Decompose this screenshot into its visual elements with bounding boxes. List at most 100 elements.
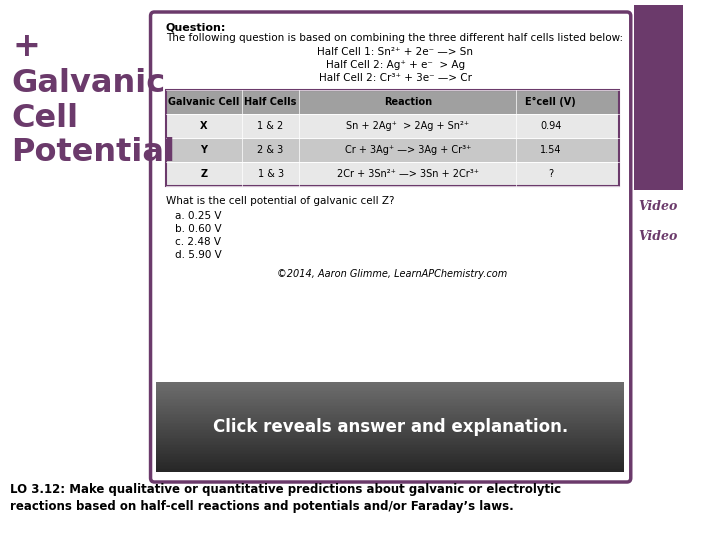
Text: Video: Video [639, 200, 678, 213]
Bar [166, 90, 619, 114]
Text: 1 & 2: 1 & 2 [258, 121, 284, 131]
Bar [156, 397, 624, 399]
Bar [156, 399, 624, 400]
Bar [156, 463, 624, 464]
Text: 2 & 3: 2 & 3 [258, 145, 284, 155]
FancyBboxPatch shape [150, 12, 631, 482]
Bar [166, 162, 619, 186]
Text: Cr + 3Ag⁺ —> 3Ag + Cr³⁺: Cr + 3Ag⁺ —> 3Ag + Cr³⁺ [345, 145, 471, 155]
Bar [156, 400, 624, 402]
Bar [156, 382, 624, 383]
Bar [156, 436, 624, 437]
Text: Galvanic
Cell
Potential: Galvanic Cell Potential [12, 68, 176, 168]
Text: 0.94: 0.94 [540, 121, 562, 131]
Text: d. 5.90 V: d. 5.90 V [175, 250, 222, 260]
Bar [166, 90, 619, 186]
Text: Click reveals answer and explanation.: Click reveals answer and explanation. [212, 418, 568, 436]
Bar [156, 466, 624, 468]
Bar [156, 456, 624, 457]
Bar [166, 138, 619, 162]
Bar [156, 448, 624, 449]
Bar [156, 454, 624, 456]
Bar [156, 408, 624, 409]
Bar [156, 383, 624, 385]
Text: Z: Z [200, 169, 207, 179]
Text: The following question is based on combining the three different half cells list: The following question is based on combi… [166, 33, 623, 43]
Bar [156, 441, 624, 442]
Bar [156, 416, 624, 418]
Bar [156, 437, 624, 439]
Text: E°cell (V): E°cell (V) [526, 97, 576, 107]
Bar [156, 403, 624, 404]
Bar [156, 470, 624, 472]
Bar [156, 451, 624, 453]
Bar [156, 462, 624, 463]
Bar [156, 435, 624, 436]
Bar [634, 5, 683, 190]
Bar [156, 395, 624, 397]
Bar [156, 404, 624, 406]
Text: 2Cr + 3Sn²⁺ —> 3Sn + 2Cr³⁺: 2Cr + 3Sn²⁺ —> 3Sn + 2Cr³⁺ [337, 169, 479, 179]
Bar [156, 460, 624, 462]
Text: +: + [13, 30, 40, 63]
Text: Question:: Question: [166, 22, 226, 32]
Bar [156, 421, 624, 422]
Text: ?: ? [548, 169, 553, 179]
Text: 1 & 3: 1 & 3 [258, 169, 284, 179]
Bar [156, 424, 624, 426]
Bar [156, 391, 624, 393]
Bar [156, 426, 624, 427]
Bar [156, 389, 624, 391]
Bar [156, 418, 624, 420]
Text: c. 2.48 V: c. 2.48 V [175, 237, 221, 247]
Bar [156, 388, 624, 389]
Bar [156, 415, 624, 416]
Bar [156, 410, 624, 412]
Bar [156, 457, 624, 458]
Bar [156, 387, 624, 388]
Bar [156, 458, 624, 460]
Text: 1.54: 1.54 [540, 145, 562, 155]
Text: a. 0.25 V: a. 0.25 V [175, 211, 222, 221]
Bar [156, 443, 624, 445]
Bar [156, 442, 624, 443]
Bar [156, 468, 624, 469]
Text: Sn + 2Ag⁺  > 2Ag + Sn²⁺: Sn + 2Ag⁺ > 2Ag + Sn²⁺ [346, 121, 469, 131]
Text: Reaction: Reaction [384, 97, 432, 107]
Text: X: X [200, 121, 207, 131]
Text: Half Cell 1: Sn²⁺ + 2e⁻ —> Sn: Half Cell 1: Sn²⁺ + 2e⁻ —> Sn [318, 47, 474, 57]
Bar [156, 414, 624, 415]
Bar [156, 406, 624, 408]
Bar [156, 453, 624, 454]
Bar [156, 427, 624, 429]
Bar [166, 114, 619, 138]
Bar [156, 433, 624, 435]
Bar [156, 409, 624, 410]
Bar [156, 385, 624, 387]
Bar [156, 445, 624, 447]
Bar [156, 469, 624, 470]
Bar [156, 464, 624, 466]
Bar [156, 431, 624, 433]
Text: Video: Video [639, 230, 678, 243]
Bar [156, 412, 624, 414]
Bar [156, 447, 624, 448]
Text: Half Cell 2: Cr³⁺ + 3e⁻ —> Cr: Half Cell 2: Cr³⁺ + 3e⁻ —> Cr [319, 73, 472, 83]
Text: Galvanic Cell: Galvanic Cell [168, 97, 240, 107]
Text: Half Cells: Half Cells [244, 97, 297, 107]
Bar [156, 422, 624, 424]
Bar [156, 430, 624, 431]
Bar [156, 420, 624, 421]
Bar [156, 393, 624, 394]
Text: Half Cell 2: Ag⁺ + e⁻  > Ag: Half Cell 2: Ag⁺ + e⁻ > Ag [326, 60, 465, 70]
Text: ©2014, Aaron Glimme, LearnAPChemistry.com: ©2014, Aaron Glimme, LearnAPChemistry.co… [277, 269, 508, 279]
Bar [156, 439, 624, 441]
Text: b. 0.60 V: b. 0.60 V [175, 224, 222, 234]
Bar [156, 429, 624, 430]
Bar [156, 394, 624, 395]
Text: What is the cell potential of galvanic cell Z?: What is the cell potential of galvanic c… [166, 196, 395, 206]
Bar [156, 449, 624, 451]
Text: Y: Y [200, 145, 207, 155]
Text: LO 3.12: Make qualitative or quantitative predictions about galvanic or electrol: LO 3.12: Make qualitative or quantitativ… [9, 483, 561, 513]
Text: Source: Source [634, 5, 683, 18]
